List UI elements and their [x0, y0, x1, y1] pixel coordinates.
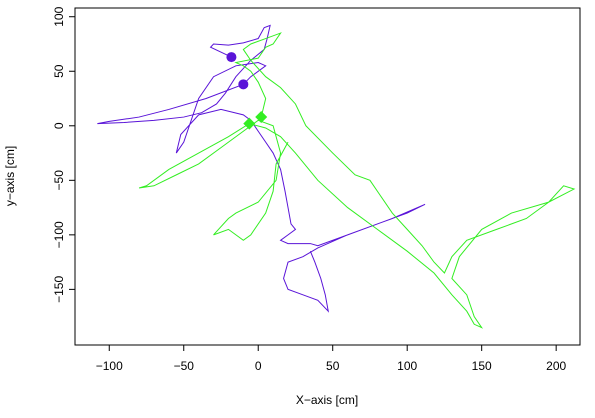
y-tick-label: 100	[52, 6, 66, 26]
point-marker	[226, 52, 237, 63]
trajectory	[138, 32, 576, 329]
trajectory	[97, 24, 426, 313]
y-tick-label: 0	[52, 122, 66, 129]
x-tick-label: 100	[397, 359, 417, 373]
y-tick-label: 50	[52, 64, 66, 78]
plot-frame	[74, 7, 581, 346]
x-tick-label: −50	[174, 359, 195, 373]
point-marker	[255, 111, 268, 124]
x-tick-label: 50	[326, 359, 340, 373]
x-tick-label: −100	[96, 359, 123, 373]
point-marker	[243, 117, 256, 130]
x-tick-label: 150	[472, 359, 492, 373]
y-axis-label: y−axis [cm]	[3, 146, 17, 206]
y-tick-label: −100	[52, 221, 66, 248]
x-tick-label: 200	[546, 359, 566, 373]
x-tick-label: 0	[255, 359, 262, 373]
x-axis-label: X−axis [cm]	[296, 393, 358, 407]
y-tick-label: −150	[52, 276, 66, 303]
y-tick-label: −50	[52, 170, 66, 191]
point-marker	[238, 79, 249, 90]
